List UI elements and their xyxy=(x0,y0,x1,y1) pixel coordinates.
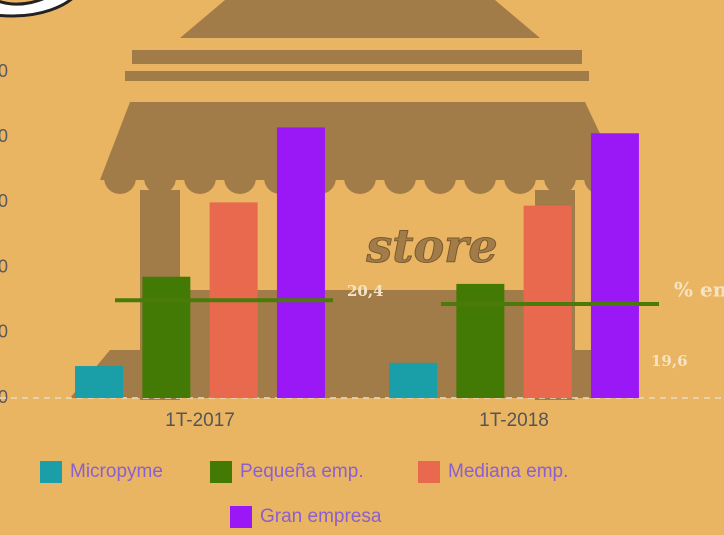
legend-label: Mediana emp. xyxy=(448,461,568,482)
bar xyxy=(142,277,190,398)
store-sign: store xyxy=(365,219,497,273)
y-tick-label: 0 xyxy=(0,387,8,407)
legend-label: Micropyme xyxy=(70,461,163,482)
data-label: 19,6 xyxy=(651,352,688,370)
y-tick-label: 30 xyxy=(0,191,8,211)
bar xyxy=(277,127,325,398)
y-tick-label: 50 xyxy=(0,61,8,81)
bar xyxy=(456,284,504,398)
x-tick-label: 1T-2017 xyxy=(165,410,235,431)
legend-swatch xyxy=(40,461,62,483)
chart: store 0 10 20 30 40 50 1T-2017 1T-2018 20,4 19,6%… xyxy=(0,0,724,535)
y2-axis-label: % em xyxy=(674,278,724,302)
legend-label: Pequeña emp. xyxy=(240,461,364,482)
page: store 0 10 20 30 40 50 1T-2017 1T-2018 20,4 19,6%… xyxy=(0,0,724,535)
legend-swatch xyxy=(210,461,232,483)
y-tick-label: 20 xyxy=(0,256,8,276)
bar xyxy=(524,206,572,398)
bar xyxy=(389,363,437,398)
legend-swatch xyxy=(418,461,440,483)
bar xyxy=(591,133,639,398)
x-tick-label: 1T-2018 xyxy=(479,410,549,431)
data-label: 20,4 xyxy=(347,282,384,300)
legend-label: Gran empresa xyxy=(260,506,382,527)
y-tick-label: 10 xyxy=(0,322,8,342)
bar xyxy=(75,366,123,398)
legend-swatch xyxy=(230,506,252,528)
y-tick-label: 40 xyxy=(0,126,8,146)
